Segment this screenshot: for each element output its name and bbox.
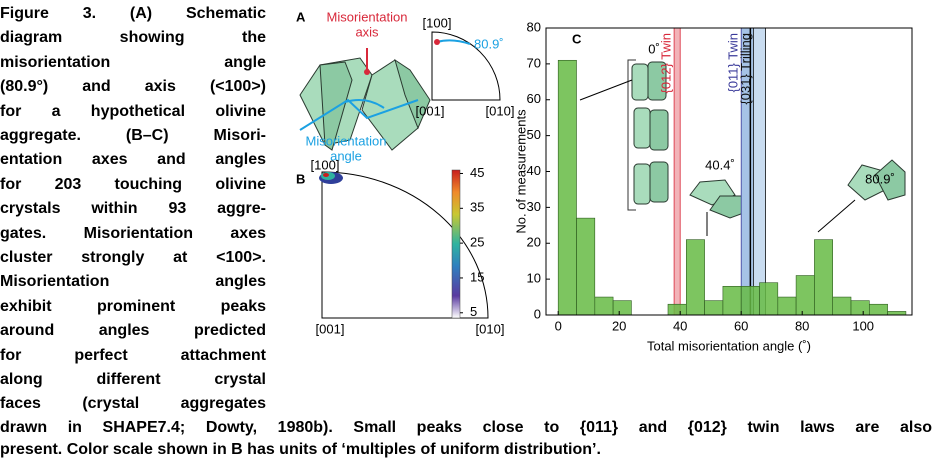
x-tick-label: 80 xyxy=(795,318,809,333)
pole-label: [100] xyxy=(423,15,452,30)
reference-band xyxy=(673,27,681,316)
caption-line: gates. Misorientation axes xyxy=(0,224,266,242)
pole-label: [010] xyxy=(486,103,515,118)
angle-value: 80.9˚ xyxy=(474,36,504,51)
caption-line: Figure 3. (A) Schematic xyxy=(0,5,266,22)
bar xyxy=(685,239,705,316)
caption-line: faces (crystal aggregates xyxy=(0,395,266,413)
bar xyxy=(722,285,742,316)
bar xyxy=(868,303,888,316)
bar xyxy=(704,300,724,316)
panel-label: A xyxy=(296,9,306,24)
x-tick-label: 20 xyxy=(612,318,626,333)
caption-line: cluster strongly at <100>. xyxy=(0,249,266,266)
angle-label: Misorientation xyxy=(306,133,387,148)
caption-line: for a hypothetical olivine xyxy=(0,102,266,120)
bar xyxy=(740,285,760,316)
colorbar-tick-label: 25 xyxy=(470,235,484,250)
bar xyxy=(795,275,815,316)
axis-label: axis xyxy=(355,24,379,39)
band-label: {012} Twin xyxy=(659,33,674,93)
caption-line: (80.9°) and axis (<100>) xyxy=(0,78,266,96)
bar xyxy=(667,303,687,316)
caption-line: along different crystal xyxy=(0,371,266,388)
bar xyxy=(612,300,632,316)
panel-label: C xyxy=(572,31,582,46)
colorbar-tick-label: 5 xyxy=(470,304,477,319)
band-label: {011} Twin xyxy=(726,33,741,93)
x-tick-label: 100 xyxy=(852,318,874,333)
caption-line: for 203 touching olivine xyxy=(0,175,266,193)
caption-line: Misorientation angles xyxy=(0,273,266,291)
caption-line: for perfect attachment xyxy=(0,346,266,364)
caption-line: diagram showing the xyxy=(0,29,266,47)
colorbar xyxy=(451,169,461,319)
reference-band xyxy=(753,27,767,316)
bar xyxy=(759,282,779,316)
pole-label: [100] xyxy=(311,157,340,172)
pole-label: [010] xyxy=(476,321,505,336)
bar xyxy=(777,296,797,316)
y-axis-label: No. of measurements xyxy=(513,109,528,234)
bar xyxy=(814,239,834,316)
caption-line: exhibit prominent peaks xyxy=(0,297,266,315)
colorbar-tick-label: 35 xyxy=(470,200,484,215)
bar xyxy=(832,296,852,316)
caption-line: entation axes and angles xyxy=(0,151,266,169)
annotation: 0˚ xyxy=(648,41,660,56)
angle-label: angle xyxy=(330,148,362,163)
pole-label: [001] xyxy=(316,321,345,336)
y-tick-label: 80 xyxy=(527,19,541,34)
y-tick-label: 20 xyxy=(527,235,541,250)
colorbar-tick-label: 45 xyxy=(470,165,484,180)
caption-line: crystals within 93 aggre- xyxy=(0,200,266,218)
bar xyxy=(557,59,577,316)
y-tick-label: 70 xyxy=(527,55,541,70)
panel-label: B xyxy=(296,171,305,186)
x-tick-label: 40 xyxy=(673,318,687,333)
y-tick-label: 30 xyxy=(527,199,541,214)
x-tick-label: 0 xyxy=(555,318,562,333)
y-tick-label: 60 xyxy=(527,91,541,106)
bar xyxy=(887,311,907,316)
crystal-sketches xyxy=(579,59,906,236)
y-tick-label: 10 xyxy=(527,271,541,286)
caption-line: drawn in SHAPE7.4; Dowty, 1980b). Small … xyxy=(0,419,932,436)
pole-label: [001] xyxy=(416,103,445,118)
x-axis-label: Total misorientation angle (˚) xyxy=(647,338,811,353)
bar xyxy=(594,296,614,316)
annotation: 40.4˚ xyxy=(705,157,735,172)
bar xyxy=(850,300,870,316)
caption-line: present. Color scale shown in B has unit… xyxy=(0,441,601,458)
caption-line: around angles predicted xyxy=(0,322,266,340)
caption-line: misorientation angle xyxy=(0,53,266,71)
pole-figure-b xyxy=(319,169,489,319)
y-tick-label: 40 xyxy=(527,163,541,178)
x-tick-label: 60 xyxy=(734,318,748,333)
axis-label: Misorientation xyxy=(327,9,408,24)
band-label: {031} Trilling xyxy=(738,33,753,105)
schematic-aggregate xyxy=(299,48,431,151)
annotation: 80.9˚ xyxy=(865,171,895,186)
pole-figure-a xyxy=(431,31,501,101)
caption-line: aggregate. (B–C) Misori- xyxy=(0,127,266,144)
bar xyxy=(576,217,596,316)
y-tick-label: 50 xyxy=(527,127,541,142)
colorbar-tick-label: 15 xyxy=(470,269,484,284)
y-tick-label: 0 xyxy=(534,306,541,321)
